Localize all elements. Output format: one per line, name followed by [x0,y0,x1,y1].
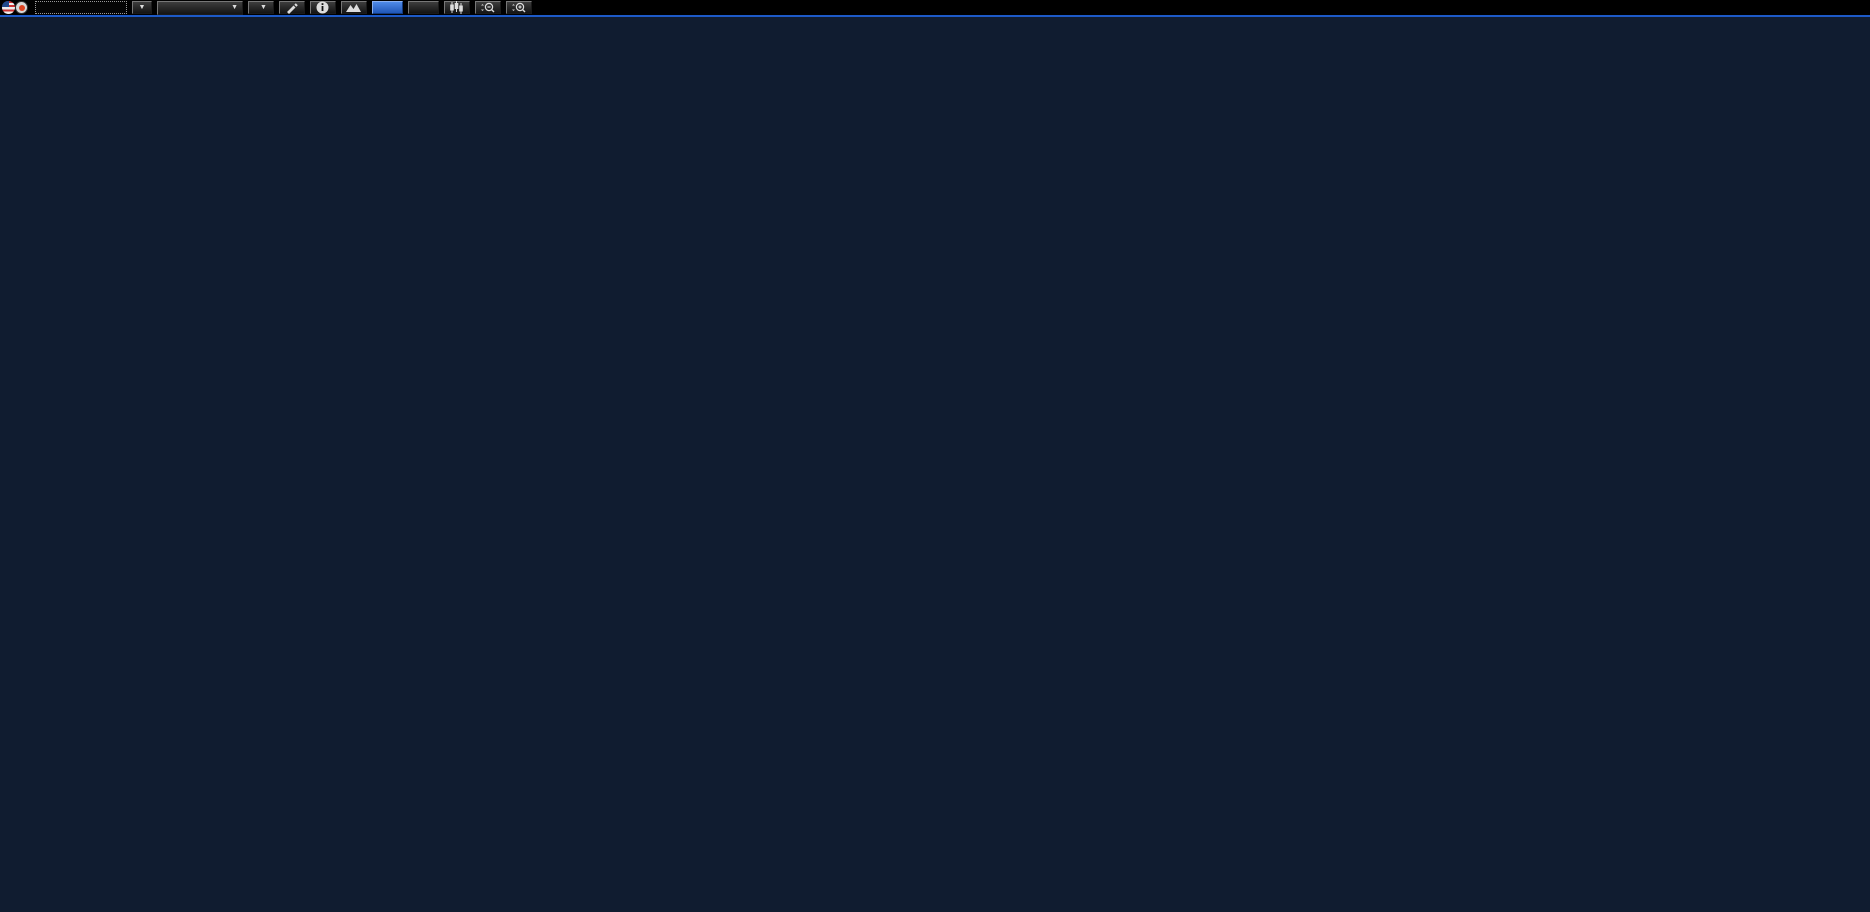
info-button[interactable] [309,1,336,14]
zoom-out-icon [481,2,495,13]
technical-select-button[interactable]: ▼ [248,1,274,14]
timeframe-select[interactable]: ▼ [157,0,243,15]
currency-pair-flags-icon [2,1,30,14]
vertical-zoom-out-button[interactable] [474,1,501,14]
candlestick-chart-button[interactable] [443,1,470,14]
ask-button[interactable] [407,1,439,14]
pencil-icon [287,3,299,14]
chevron-down-icon: ▼ [231,4,238,11]
chevron-down-icon: ▼ [260,4,267,11]
bid-button[interactable] [371,1,403,14]
us-flag-icon [2,1,15,14]
draw-tool-button[interactable] [278,1,305,14]
jp-flag-icon [15,1,28,14]
chevron-down-icon: ▼ [138,4,146,11]
zoom-in-icon [512,2,526,13]
toolbar: ▼ ▼ ▼ [0,0,1870,17]
info-icon [316,1,329,14]
mountain-icon [346,4,362,12]
symbol-dropdown-button[interactable]: ▼ [132,1,152,14]
area-chart-button[interactable] [340,1,367,14]
vertical-zoom-in-button[interactable] [505,1,532,14]
candlestick-icon [450,1,464,14]
symbol-field[interactable] [35,1,127,14]
